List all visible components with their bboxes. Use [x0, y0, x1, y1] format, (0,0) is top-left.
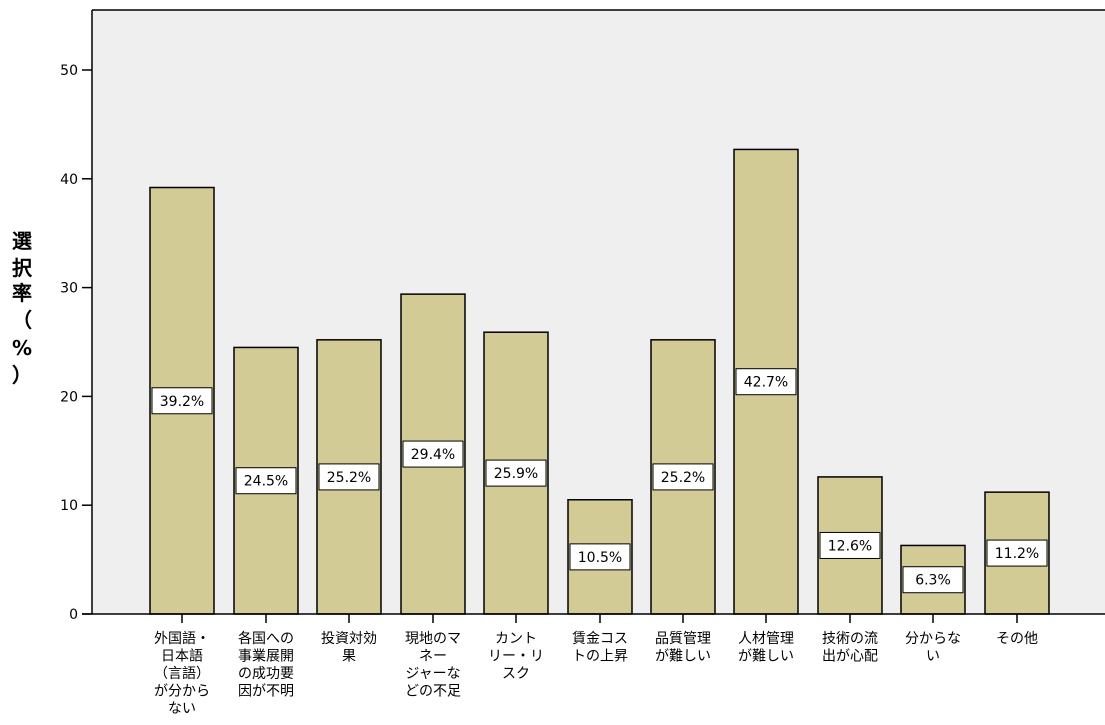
data-label-box [735, 368, 797, 396]
x-category-label: 賃金コス [572, 631, 628, 647]
data-label-box [151, 387, 213, 415]
data-label-box [402, 440, 464, 468]
x-category-label: が分から [154, 684, 210, 700]
data-label-box [986, 539, 1048, 567]
x-category-label: ない [168, 701, 196, 717]
y-axis-label-char: 択 [12, 256, 33, 280]
x-category-label: （言語） [154, 666, 210, 682]
x-category-label: 品質管理 [655, 631, 711, 647]
data-label-box [318, 463, 380, 491]
x-category-label: スク [502, 666, 530, 682]
x-category-label: 果 [342, 649, 356, 665]
data-label: 42.7% [744, 375, 788, 391]
data-label: 25.2% [661, 470, 705, 486]
y-axis-label-char: % [12, 336, 32, 360]
x-category-label: 因が不明 [238, 684, 294, 700]
data-label: 24.5% [244, 474, 288, 490]
x-category-label: い [926, 649, 940, 665]
x-category-label: 技術の流 [822, 631, 878, 647]
y-axis-label-char: ） [12, 363, 32, 387]
y-tick-label: 30 [60, 281, 78, 297]
data-label: 39.2% [160, 394, 204, 410]
data-label: 11.2% [995, 546, 1039, 562]
x-category-label: 日本語 [161, 649, 203, 665]
y-tick-label: 0 [69, 607, 78, 623]
x-category-label: 分からな [905, 631, 961, 647]
y-tick-label: 20 [60, 389, 78, 405]
y-tick-label: 40 [60, 172, 78, 188]
data-label-box [902, 566, 964, 594]
y-tick-label: 50 [60, 63, 78, 79]
data-label-box [235, 467, 297, 495]
x-category-label: その他 [996, 631, 1038, 647]
data-label: 6.3% [915, 573, 951, 589]
y-axis-label-char: 選 [12, 229, 32, 253]
x-category-label: ネー [419, 649, 447, 665]
x-category-label: が難しい [738, 649, 794, 665]
x-category-label: カント [495, 631, 537, 647]
data-label-box [819, 531, 881, 559]
x-category-label: が難しい [655, 649, 711, 665]
x-category-label: リー・リ [488, 649, 544, 665]
data-label-box [652, 463, 714, 491]
data-label: 25.2% [327, 470, 371, 486]
x-category-label: 投資対効 [321, 631, 377, 647]
x-category-label: 外国語・ [154, 631, 210, 647]
x-category-label: 人材管理 [738, 631, 794, 647]
x-category-label: 現地のマ [405, 631, 461, 647]
x-category-label: トの上昇 [572, 649, 628, 665]
data-label: 29.4% [411, 447, 455, 463]
x-category-label: 出が心配 [822, 649, 878, 665]
x-category-label: の成功要 [238, 666, 294, 682]
x-category-label: ジャーな [405, 666, 460, 682]
data-label: 25.9% [494, 466, 538, 482]
y-tick-label: 10 [60, 498, 78, 514]
y-axis-label-char: 率 [12, 281, 32, 305]
data-label: 12.6% [828, 538, 872, 554]
y-axis-label-char: （ [12, 308, 32, 332]
x-category-label: 事業展開 [238, 649, 294, 665]
data-label-box [569, 543, 631, 571]
data-label-box [485, 459, 547, 487]
x-category-label: 各国への [238, 631, 294, 647]
x-category-label: どの不足 [405, 684, 461, 700]
data-label: 10.5% [578, 550, 622, 566]
